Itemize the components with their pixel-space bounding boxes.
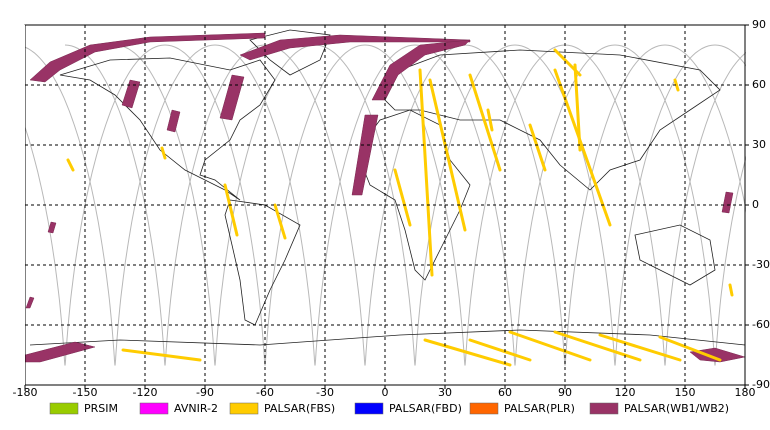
y-tick-label: 0 <box>752 198 759 211</box>
mask-left <box>0 25 25 385</box>
y-tick-label: -30 <box>752 258 770 271</box>
fbs-swaths <box>66 48 734 367</box>
mask-right <box>746 25 770 385</box>
x-tick-label: -150 <box>73 386 98 399</box>
x-tick-label: 180 <box>735 386 756 399</box>
orbit-track <box>564 44 766 367</box>
orbit-track <box>14 44 216 367</box>
y-tick-label: -60 <box>752 318 770 331</box>
x-tick-label: -30 <box>316 386 334 399</box>
orbit-track <box>64 44 266 367</box>
orbit-track <box>264 44 466 367</box>
x-tick-label: -60 <box>256 386 274 399</box>
legend-label: AVNIR-2 <box>174 402 218 415</box>
x-tick-label: 90 <box>558 386 572 399</box>
x-tick-label: 0 <box>382 386 389 399</box>
legend-swatch <box>589 402 619 415</box>
orbit-track <box>164 44 366 367</box>
orbit-track <box>414 44 616 367</box>
x-tick-label: 30 <box>438 386 452 399</box>
legend-swatch <box>139 402 169 415</box>
x-tick-label: 60 <box>498 386 512 399</box>
y-tick-label: 30 <box>752 138 766 151</box>
legend-label: PALSAR(FBS) <box>264 402 335 415</box>
y-tick-label: 60 <box>752 78 766 91</box>
y-tick-label: -90 <box>752 378 770 391</box>
x-tick-label: -90 <box>196 386 214 399</box>
coastlines <box>29 29 746 346</box>
legend-label: PALSAR(PLR) <box>504 402 575 415</box>
legend-label: PRSIM <box>84 402 118 415</box>
legend-swatch <box>469 402 499 415</box>
x-tick-label: 150 <box>675 386 696 399</box>
orbit-track <box>464 44 666 367</box>
legend-swatch <box>229 402 259 415</box>
legend-label: PALSAR(WB1/WB2) <box>624 402 729 415</box>
x-tick-label: 120 <box>615 386 636 399</box>
legend-swatch <box>49 402 79 415</box>
x-tick-label: -120 <box>133 386 158 399</box>
y-tick-label: 90 <box>752 18 766 31</box>
legend-label: PALSAR(FBD) <box>389 402 462 415</box>
legend-swatch <box>354 402 384 415</box>
orbit-track <box>214 44 416 367</box>
x-tick-label: -180 <box>13 386 38 399</box>
